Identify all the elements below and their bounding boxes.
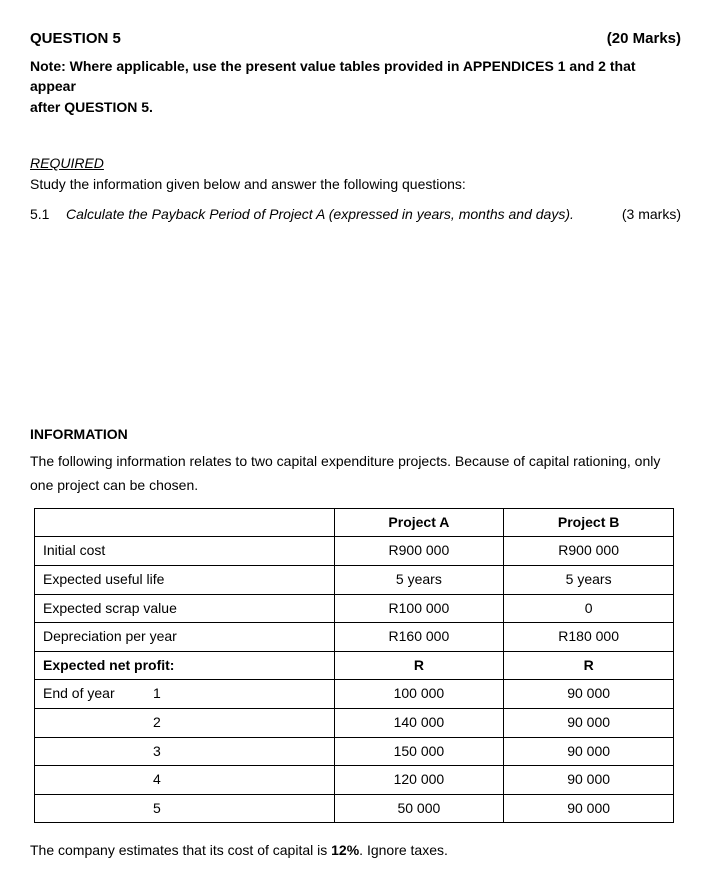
row-a: 50 000: [334, 794, 504, 823]
row-label: Expected useful life: [35, 565, 335, 594]
note-label: Note:: [30, 58, 66, 74]
row-a: R100 000: [334, 594, 504, 623]
row-a: 100 000: [334, 680, 504, 709]
question-header: QUESTION 5 (20 Marks): [30, 28, 681, 49]
row-label: Expected net profit:: [35, 651, 335, 680]
row-b: R900 000: [504, 537, 674, 566]
information-heading: INFORMATION: [30, 425, 681, 445]
closing-post: . Ignore taxes.: [359, 842, 448, 858]
row-a: R: [334, 651, 504, 680]
table-header-b: Project B: [504, 508, 674, 537]
row-a: 140 000: [334, 708, 504, 737]
required-study: Study the information given below and an…: [30, 175, 681, 195]
subq-number: 5.1: [30, 205, 66, 225]
year-num: 5: [147, 799, 167, 819]
row-b: 90 000: [504, 680, 674, 709]
table-year-row: 3 150 000 90 000: [35, 737, 674, 766]
row-a: 120 000: [334, 766, 504, 795]
note-line-2: after QUESTION 5.: [30, 98, 681, 118]
table-year-row: 2 140 000 90 000: [35, 708, 674, 737]
table-header-row: Project A Project B: [35, 508, 674, 537]
year-prefix: End of year: [43, 684, 143, 704]
row-b: 90 000: [504, 708, 674, 737]
row-b: 90 000: [504, 794, 674, 823]
row-b: 90 000: [504, 766, 674, 795]
closing-text: The company estimates that its cost of c…: [30, 841, 681, 861]
subq-text: Calculate the Payback Period of Project …: [66, 205, 597, 225]
row-label: 3: [35, 737, 335, 766]
note-body-1: Where applicable, use the present value …: [30, 58, 636, 94]
subquestion-row: 5.1 Calculate the Payback Period of Proj…: [30, 205, 681, 225]
row-label: End of year 1: [35, 680, 335, 709]
row-label: Depreciation per year: [35, 623, 335, 652]
row-b: 5 years: [504, 565, 674, 594]
row-a: R160 000: [334, 623, 504, 652]
row-label: Expected scrap value: [35, 594, 335, 623]
information-text: The following information relates to two…: [30, 450, 681, 498]
table-header-blank: [35, 508, 335, 537]
row-b: R: [504, 651, 674, 680]
question-marks: (20 Marks): [607, 28, 681, 49]
project-table: Project A Project B Initial cost R900 00…: [34, 508, 674, 824]
table-year-row: 5 50 000 90 000: [35, 794, 674, 823]
table-profit-header: Expected net profit: R R: [35, 651, 674, 680]
row-label: 5: [35, 794, 335, 823]
row-label: 4: [35, 766, 335, 795]
subq-marks: (3 marks): [597, 205, 681, 225]
row-a: 5 years: [334, 565, 504, 594]
row-label: 2: [35, 708, 335, 737]
closing-pct: 12%: [331, 842, 359, 858]
table-year-row: 4 120 000 90 000: [35, 766, 674, 795]
closing-pre: The company estimates that its cost of c…: [30, 842, 331, 858]
row-b: 0: [504, 594, 674, 623]
note-line-1: Note: Where applicable, use the present …: [30, 57, 681, 96]
year-num: 2: [147, 713, 167, 733]
table-header-a: Project A: [334, 508, 504, 537]
year-num: 1: [147, 684, 167, 704]
question-label: QUESTION 5: [30, 28, 121, 49]
row-a: 150 000: [334, 737, 504, 766]
table-row: Expected scrap value R100 000 0: [35, 594, 674, 623]
row-b: R180 000: [504, 623, 674, 652]
table-year-row: End of year 1 100 000 90 000: [35, 680, 674, 709]
row-b: 90 000: [504, 737, 674, 766]
table-row: Initial cost R900 000 R900 000: [35, 537, 674, 566]
table-row: Depreciation per year R160 000 R180 000: [35, 623, 674, 652]
row-a: R900 000: [334, 537, 504, 566]
row-label: Initial cost: [35, 537, 335, 566]
year-num: 3: [147, 742, 167, 762]
table-row: Expected useful life 5 years 5 years: [35, 565, 674, 594]
year-num: 4: [147, 770, 167, 790]
required-heading: REQUIRED: [30, 154, 681, 174]
